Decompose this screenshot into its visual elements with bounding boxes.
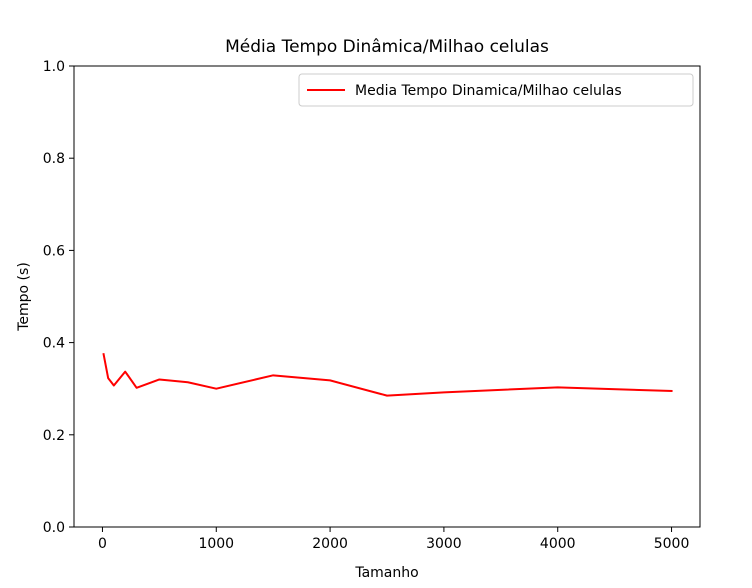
legend: Media Tempo Dinamica/Milhao celulas: [298, 73, 694, 107]
series-layer: [102, 352, 673, 397]
y-tick-label: 0.4: [43, 336, 65, 352]
y-tick-label: 0.0: [43, 520, 65, 536]
x-tick-label: 3000: [426, 536, 462, 552]
legend-box: [298, 73, 694, 107]
chart-title: Média Tempo Dinâmica/Milhao celulas: [225, 37, 549, 57]
y-tick-label: 0.8: [43, 151, 65, 167]
y-tick-label: 0.6: [43, 243, 65, 259]
series-line: [102, 352, 673, 397]
x-axis: 0 1000 2000 3000 4000 5000: [98, 527, 689, 552]
plot-frame: [73, 65, 701, 528]
x-tick-label: 5000: [654, 536, 690, 552]
x-axis-label: Tamanho: [354, 565, 418, 581]
x-tick-label: 1000: [198, 536, 234, 552]
y-axis: 0.0 0.2 0.4 0.6 0.8 1.0: [43, 59, 74, 536]
y-tick-label: 1.0: [43, 59, 65, 75]
legend-label: Media Tempo Dinamica/Milhao celulas: [355, 83, 622, 99]
x-tick-label: 2000: [312, 536, 348, 552]
x-tick-label: 0: [98, 536, 107, 552]
x-tick-label: 4000: [540, 536, 576, 552]
y-tick-label: 0.2: [43, 428, 65, 444]
y-axis-label: Tempo (s): [16, 262, 32, 332]
